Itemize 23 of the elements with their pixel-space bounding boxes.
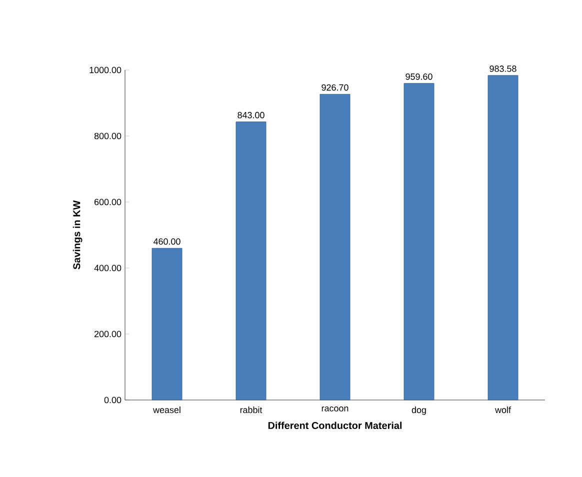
data-label: 983.58 bbox=[490, 66, 516, 72]
x-tick-label: wolf bbox=[495, 406, 511, 414]
x-tick-label: racoon bbox=[322, 406, 348, 412]
data-label: 959.60 bbox=[406, 73, 432, 80]
data-label: 843.00 bbox=[238, 112, 264, 118]
x-tick-label: dog bbox=[412, 406, 426, 415]
bar bbox=[152, 248, 182, 400]
y-tick-label: 400.00 bbox=[94, 264, 122, 272]
x-axis-title: Different Conductor Material bbox=[268, 422, 402, 430]
y-tick-label: 600.00 bbox=[94, 198, 122, 206]
y-tick-label: 800.00 bbox=[94, 132, 122, 140]
bar bbox=[236, 122, 266, 400]
bar bbox=[488, 75, 518, 400]
data-label: 460.00 bbox=[153, 238, 180, 245]
y-tick-label: 200.00 bbox=[94, 330, 122, 338]
x-tick-label: rabbit bbox=[240, 406, 262, 414]
y-tick-label: 1000.00 bbox=[90, 66, 122, 74]
bar bbox=[320, 94, 350, 400]
bar bbox=[404, 83, 434, 400]
y-tick-label: 0.00 bbox=[104, 396, 122, 404]
y-axis-title: Savings in KW bbox=[72, 200, 82, 270]
data-label: 926.70 bbox=[322, 84, 348, 91]
x-tick-label: weasel bbox=[153, 406, 180, 414]
